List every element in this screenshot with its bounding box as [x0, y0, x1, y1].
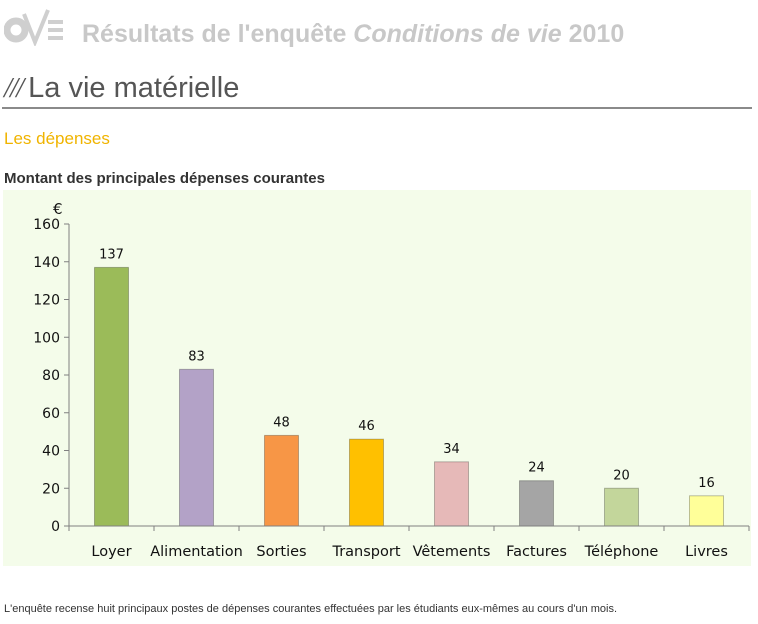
- data-label: 46: [358, 419, 375, 434]
- ove-logo: [4, 9, 63, 46]
- y-tick-label: 80: [42, 368, 60, 384]
- bar-transport: [349, 438, 384, 527]
- x-tick-label: Sorties: [256, 544, 306, 560]
- bar-factures: [519, 480, 554, 527]
- x-axis-labels: Loyer Alimentation Sorties Transport Vêtemen…: [91, 544, 727, 560]
- y-tick-label: 160: [33, 217, 60, 233]
- bar-loyer: [94, 266, 129, 527]
- data-label: 16: [698, 476, 715, 491]
- y-tick-label: 40: [42, 444, 60, 460]
- section-slashes: ///: [4, 72, 24, 104]
- section-title: ///La vie matérielle: [4, 72, 239, 105]
- y-axis-ticks: 0 20 40 60 80 100 120 140 160: [33, 217, 69, 535]
- chart-title: Montant des principales dépenses courant…: [4, 170, 325, 187]
- header-title-italic: Conditions de vie: [353, 20, 562, 48]
- y-tick-label: 120: [33, 293, 60, 309]
- x-tick-label: Livres: [685, 544, 728, 560]
- bar-alimentation: [179, 368, 214, 527]
- subsection-title: Les dépenses: [4, 129, 110, 148]
- bars: 137 83 48 46 34 24 20 16: [94, 247, 724, 527]
- y-tick-label: 20: [42, 481, 60, 497]
- header-title: Résultats de l'enquête Conditions de vie…: [82, 20, 624, 49]
- data-label: 83: [188, 349, 205, 364]
- y-tick-label: 60: [42, 406, 60, 422]
- bar-téléphone: [604, 487, 639, 527]
- y-tick-label: 0: [51, 519, 60, 535]
- data-label: 48: [273, 415, 290, 430]
- footnote: L'enquête recense huit principaux postes…: [4, 603, 618, 615]
- header-title-year: 2010: [568, 20, 625, 48]
- x-tick-label: Téléphone: [584, 544, 659, 560]
- bar-vêtements: [434, 461, 469, 527]
- section-title-text: La vie matérielle: [28, 72, 240, 104]
- x-tick-label: Vêtements: [413, 544, 491, 560]
- header-title-pre: Résultats de l'enquête: [82, 20, 347, 48]
- bar-sorties: [264, 434, 299, 527]
- y-tick-label: 140: [33, 255, 60, 271]
- data-label: 137: [99, 247, 124, 262]
- x-tick-label: Loyer: [91, 544, 131, 560]
- axes: [68, 224, 750, 531]
- y-axis-unit: €: [53, 200, 63, 218]
- y-tick-label: 100: [33, 330, 60, 346]
- section-divider: [2, 107, 752, 109]
- data-label: 20: [613, 468, 630, 483]
- x-tick-label: Alimentation: [150, 544, 243, 560]
- data-label: 24: [528, 461, 545, 476]
- bar-livres: [689, 495, 724, 527]
- data-label: 34: [443, 442, 460, 457]
- x-tick-label: Transport: [331, 544, 400, 560]
- x-tick-label: Factures: [506, 544, 567, 560]
